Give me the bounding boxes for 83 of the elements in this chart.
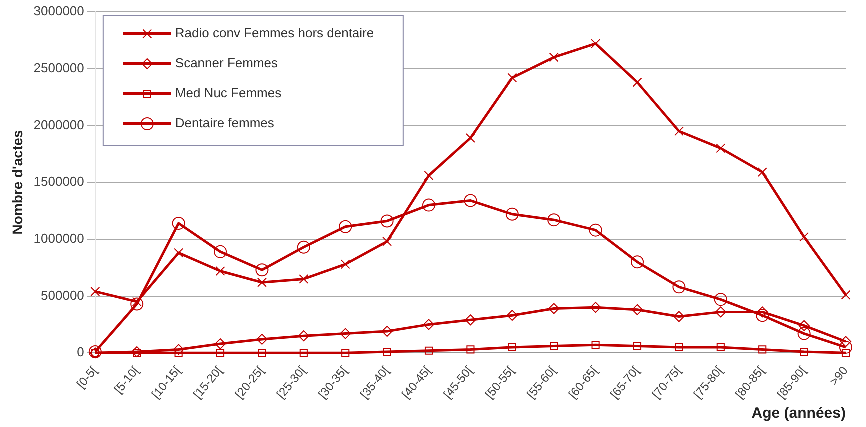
point xyxy=(382,236,392,246)
point xyxy=(466,133,476,143)
point xyxy=(340,328,352,340)
point xyxy=(216,266,226,276)
point xyxy=(798,320,810,332)
point xyxy=(340,260,350,270)
point xyxy=(548,214,561,227)
point xyxy=(383,348,392,356)
point xyxy=(132,346,143,358)
point xyxy=(714,293,728,306)
point xyxy=(508,73,518,83)
x-axis-title: Age (années) xyxy=(752,405,846,422)
point xyxy=(258,349,266,358)
point xyxy=(464,194,478,208)
point xyxy=(506,310,518,322)
point xyxy=(382,326,393,338)
point xyxy=(466,346,475,354)
point xyxy=(631,256,644,269)
point xyxy=(674,311,685,322)
point xyxy=(800,348,808,356)
point xyxy=(380,214,394,228)
point xyxy=(715,306,726,318)
y-tick-label: 1000000 xyxy=(34,230,84,246)
point xyxy=(798,327,811,340)
point xyxy=(339,220,352,234)
point xyxy=(840,336,852,348)
point xyxy=(590,302,602,314)
point xyxy=(424,346,434,355)
y-tick-label: 2000000 xyxy=(34,117,84,132)
point xyxy=(508,343,516,352)
x-tick-label: >90 xyxy=(827,364,852,388)
point xyxy=(257,278,267,288)
point xyxy=(675,343,684,352)
point xyxy=(424,171,434,180)
legend-label: Scanner Femmes xyxy=(175,56,278,71)
legend-label: Med Nuc Femmes xyxy=(175,86,282,101)
y-axis-title: Nombre d'actes xyxy=(9,130,26,235)
point xyxy=(465,314,476,326)
point xyxy=(215,338,226,350)
point xyxy=(674,126,684,136)
point xyxy=(424,319,435,330)
point xyxy=(842,349,850,358)
y-tick-label: 1500000 xyxy=(34,174,84,190)
point xyxy=(633,342,642,350)
point xyxy=(214,245,228,258)
point xyxy=(300,349,308,358)
point xyxy=(506,208,519,221)
y-tick-label: 500000 xyxy=(41,288,84,303)
point xyxy=(716,343,725,352)
point xyxy=(549,52,559,62)
point xyxy=(841,290,851,300)
point xyxy=(342,349,350,358)
point xyxy=(672,280,686,294)
point xyxy=(298,330,310,342)
point xyxy=(800,232,810,242)
point xyxy=(632,304,644,316)
y-tick-label: 0 xyxy=(77,344,84,360)
point xyxy=(256,334,268,345)
point xyxy=(548,303,560,314)
point xyxy=(297,240,310,254)
point xyxy=(632,78,642,88)
point xyxy=(592,341,600,350)
point xyxy=(172,217,186,230)
legend-label: Dentaire femmes xyxy=(175,116,275,131)
point xyxy=(174,248,184,258)
point xyxy=(216,349,225,358)
point xyxy=(758,346,767,354)
legend-label: Radio conv Femmes hors dentaire xyxy=(175,26,374,41)
point xyxy=(256,264,269,277)
point xyxy=(716,144,726,154)
y-tick-label: 2500000 xyxy=(34,60,84,76)
point xyxy=(756,309,770,322)
point xyxy=(840,340,852,354)
point xyxy=(550,342,558,350)
point xyxy=(422,198,436,212)
point xyxy=(90,286,100,296)
point xyxy=(591,39,601,49)
point xyxy=(589,224,602,237)
point xyxy=(173,344,184,356)
point xyxy=(758,168,768,178)
y-tick-label: 3000000 xyxy=(34,4,84,19)
point xyxy=(130,298,144,311)
point xyxy=(299,274,309,284)
